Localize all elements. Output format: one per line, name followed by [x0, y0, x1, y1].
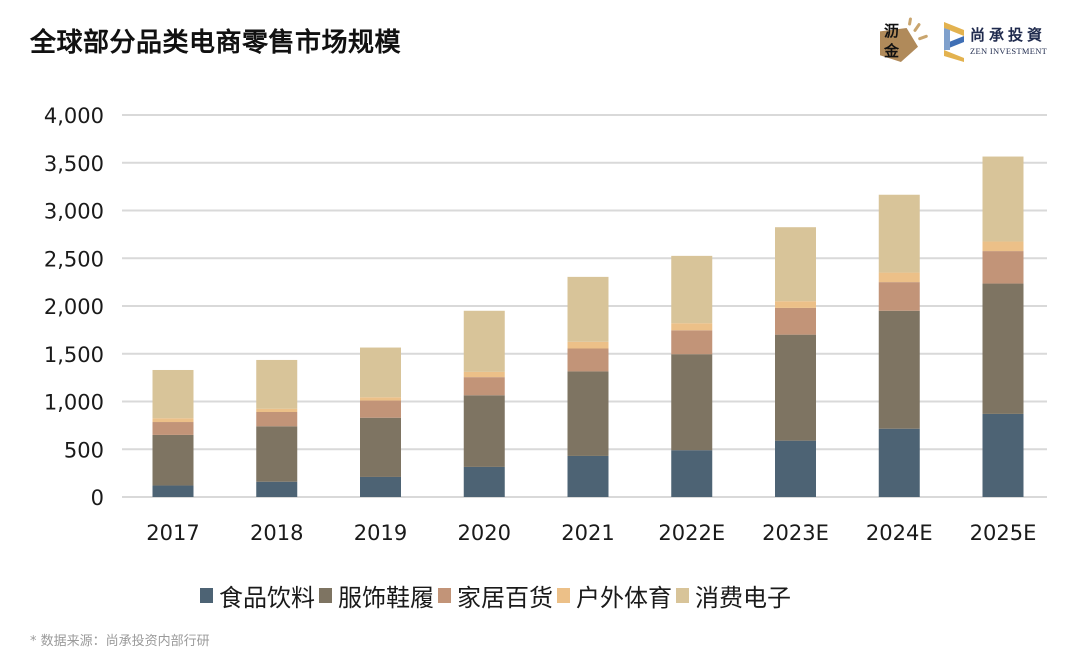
legend-item: 家居百货 — [438, 578, 553, 613]
legend-item: 户外体育 — [557, 578, 672, 613]
legend-item: 消费电子 — [676, 578, 791, 613]
x-tick-label: 2018 — [250, 521, 303, 545]
x-tick-label: 2017 — [146, 521, 199, 545]
bar-segment — [152, 418, 194, 423]
bar-segment — [360, 417, 401, 477]
bar-segment — [567, 455, 609, 497]
legend-swatch — [676, 588, 689, 603]
zen-investment-logo-icon — [944, 22, 964, 62]
source-note: * 数据来源：尚承投资内部行研 — [30, 634, 210, 649]
y-tick-label: 3,000 — [44, 200, 104, 224]
x-tick-label: 2023E — [762, 521, 829, 545]
bar-segment — [878, 194, 920, 273]
bar-segment — [671, 354, 713, 451]
legend-item: 食品饮料 — [200, 578, 315, 613]
y-tick-label: 3,500 — [44, 152, 104, 176]
bar-segment — [360, 476, 401, 497]
bar-segment — [567, 276, 609, 342]
bar-segment — [360, 347, 401, 398]
bar-segment — [256, 412, 298, 427]
bar-segment — [256, 481, 298, 497]
legend-label: 家居百货 — [457, 584, 553, 612]
x-tick-label: 2025E — [970, 521, 1037, 545]
x-tick-label: 2021 — [561, 521, 614, 545]
bar-segment — [463, 395, 505, 467]
bar-segment — [878, 310, 920, 429]
bar-segment — [775, 440, 816, 497]
bar-segment — [671, 323, 713, 331]
legend-label: 食品饮料 — [219, 584, 315, 612]
bar-segment — [463, 466, 505, 497]
bar-segment — [152, 369, 194, 419]
bar-segment — [256, 359, 298, 409]
lijin-logo: 沥 金 — [876, 14, 932, 64]
bar-segment — [463, 371, 505, 378]
bar-segment — [982, 251, 1024, 284]
bar-segment — [878, 428, 920, 497]
zen-investment-logo: 尚承投資 ZEN INVESTMENT — [944, 16, 1054, 64]
bar-segment — [256, 408, 298, 413]
bar-segment — [567, 341, 609, 349]
x-tick-label: 2024E — [866, 521, 933, 545]
legend-swatch — [200, 588, 213, 603]
bar-segment — [775, 334, 816, 441]
bar-segment — [152, 434, 194, 486]
bar-segment — [567, 371, 609, 456]
bar-segment — [878, 282, 920, 311]
legend-label: 户外体育 — [576, 584, 672, 612]
bar-segment — [360, 397, 401, 401]
bar-segment — [878, 272, 920, 283]
bar-segment — [463, 377, 505, 396]
bar-segment — [982, 156, 1024, 242]
lijin-logo-text-2: 金 — [884, 42, 900, 60]
bar-segment — [775, 227, 816, 302]
x-axis: 2017 2018 2019 2020 2021 2022E 2023E 2024E 2025E — [146, 521, 1036, 545]
lijin-logo-text-1: 沥 — [884, 22, 900, 40]
zen-logo-english: ZEN INVESTMENT — [970, 46, 1048, 56]
bar-segment — [671, 330, 713, 355]
chart-title: 全球部分品类电商零售市场规模 — [30, 28, 402, 58]
bar-segment — [671, 255, 713, 324]
bar-segment — [982, 413, 1024, 497]
legend-item: 服饰鞋履 — [319, 578, 434, 613]
y-tick-label: 2,000 — [44, 295, 104, 319]
bar-segment — [463, 310, 505, 372]
x-tick-label: 2020 — [458, 521, 511, 545]
chart-legend: 食品饮料 服饰鞋履 家居百货 户外体育 消费电子 — [200, 578, 795, 613]
bar-segment — [775, 307, 816, 335]
zen-logo-chinese: 尚承投資 — [970, 26, 1047, 44]
bars — [152, 156, 1024, 497]
bar-segment — [775, 301, 816, 308]
y-tick-label: 1,000 — [44, 391, 104, 415]
legend-swatch — [319, 588, 332, 603]
bar-segment — [671, 450, 713, 497]
bar-segment — [982, 241, 1024, 252]
y-tick-label: 1,500 — [44, 343, 104, 367]
y-tick-label: 4,000 — [44, 104, 104, 128]
bar-segment — [256, 426, 298, 482]
y-tick-label: 0 — [91, 486, 104, 510]
x-tick-label: 2022E — [658, 521, 725, 545]
bar-segment — [982, 283, 1024, 414]
legend-swatch — [557, 588, 570, 603]
legend-label: 服饰鞋履 — [338, 584, 434, 612]
bar-segment — [152, 422, 194, 435]
x-tick-label: 2019 — [354, 521, 407, 545]
legend-swatch — [438, 588, 451, 603]
bar-segment — [152, 485, 194, 497]
bar-segment — [360, 400, 401, 418]
y-tick-label: 500 — [64, 438, 104, 462]
y-axis: 0 500 1,000 1,500 2,000 2,500 3,000 3,500 4,000 — [44, 104, 104, 510]
y-tick-label: 2,500 — [44, 247, 104, 271]
bar-segment — [567, 348, 609, 372]
legend-label: 消费电子 — [695, 584, 791, 612]
